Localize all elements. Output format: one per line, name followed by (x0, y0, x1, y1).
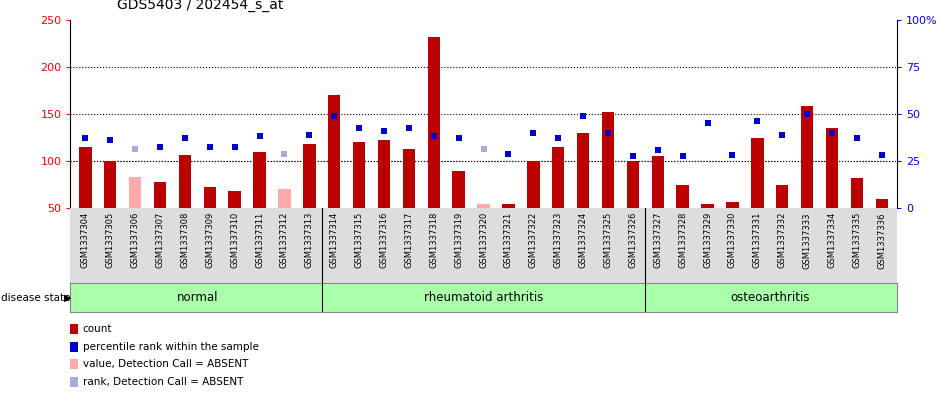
Text: GSM1337324: GSM1337324 (578, 212, 588, 268)
Text: normal: normal (177, 291, 218, 304)
Bar (552, 147, 564, 208)
Bar (178, 154, 192, 208)
Text: osteoarthritis: osteoarthritis (730, 291, 809, 304)
Bar (427, 37, 440, 208)
Bar (303, 144, 316, 208)
Bar (154, 182, 166, 208)
Text: GSM1337311: GSM1337311 (255, 212, 264, 268)
Text: GSM1337321: GSM1337321 (504, 212, 513, 268)
Bar (676, 185, 689, 208)
Text: count: count (83, 324, 113, 334)
Text: GDS5403 / 202454_s_at: GDS5403 / 202454_s_at (117, 0, 284, 12)
Bar (254, 152, 266, 208)
Text: GSM1337331: GSM1337331 (753, 212, 762, 268)
Bar (726, 202, 739, 208)
Bar (626, 161, 639, 208)
Bar (602, 112, 614, 208)
Text: GSM1337314: GSM1337314 (330, 212, 339, 268)
Bar (204, 187, 216, 208)
Text: GSM1337316: GSM1337316 (379, 212, 389, 268)
Bar (875, 199, 888, 208)
Text: percentile rank within the sample: percentile rank within the sample (83, 342, 259, 352)
Bar (701, 204, 714, 208)
Bar (453, 171, 465, 208)
Text: GSM1337317: GSM1337317 (405, 212, 413, 268)
Bar (104, 161, 116, 208)
Text: GSM1337308: GSM1337308 (180, 212, 190, 268)
Text: GSM1337332: GSM1337332 (777, 212, 787, 268)
Bar (527, 161, 540, 208)
Bar (328, 95, 341, 208)
Text: GSM1337335: GSM1337335 (853, 212, 861, 268)
Text: GSM1337325: GSM1337325 (604, 212, 612, 268)
Bar (353, 142, 365, 208)
Bar (851, 178, 863, 208)
Text: GSM1337329: GSM1337329 (703, 212, 712, 268)
Text: GSM1337305: GSM1337305 (106, 212, 115, 268)
Text: value, Detection Call = ABSENT: value, Detection Call = ABSENT (83, 359, 248, 369)
Text: ▶: ▶ (64, 293, 71, 303)
Text: GSM1337323: GSM1337323 (554, 212, 562, 268)
Text: GSM1337320: GSM1337320 (479, 212, 488, 268)
Bar (502, 204, 515, 208)
Text: GSM1337328: GSM1337328 (678, 212, 687, 268)
Bar (228, 191, 241, 208)
Text: GSM1337330: GSM1337330 (728, 212, 737, 268)
Text: disease state: disease state (1, 293, 70, 303)
Text: rheumatoid arthritis: rheumatoid arthritis (423, 291, 544, 304)
Text: GSM1337310: GSM1337310 (230, 212, 239, 268)
Text: GSM1337312: GSM1337312 (280, 212, 289, 268)
Text: GSM1337315: GSM1337315 (355, 212, 363, 268)
Text: GSM1337327: GSM1337327 (654, 212, 662, 268)
Text: GSM1337313: GSM1337313 (305, 212, 314, 268)
Bar (403, 149, 415, 208)
Text: rank, Detection Call = ABSENT: rank, Detection Call = ABSENT (83, 377, 243, 387)
Text: GSM1337319: GSM1337319 (454, 212, 463, 268)
Text: GSM1337307: GSM1337307 (156, 212, 164, 268)
Text: GSM1337326: GSM1337326 (628, 212, 638, 268)
Bar (377, 140, 391, 208)
Text: GSM1337309: GSM1337309 (206, 212, 214, 268)
Text: GSM1337333: GSM1337333 (803, 212, 811, 268)
Bar (577, 133, 590, 208)
Text: GSM1337322: GSM1337322 (529, 212, 538, 268)
Bar (652, 156, 664, 208)
Bar (776, 185, 789, 208)
Bar (751, 138, 763, 208)
Bar (825, 128, 839, 208)
Text: GSM1337306: GSM1337306 (131, 212, 140, 268)
Text: GSM1337334: GSM1337334 (827, 212, 837, 268)
Bar (129, 177, 142, 208)
Bar (79, 147, 92, 208)
Bar (477, 204, 490, 208)
Text: GSM1337318: GSM1337318 (429, 212, 439, 268)
Text: GSM1337336: GSM1337336 (877, 212, 886, 268)
Text: GSM1337304: GSM1337304 (81, 212, 90, 268)
Bar (801, 107, 813, 208)
Bar (278, 189, 291, 208)
